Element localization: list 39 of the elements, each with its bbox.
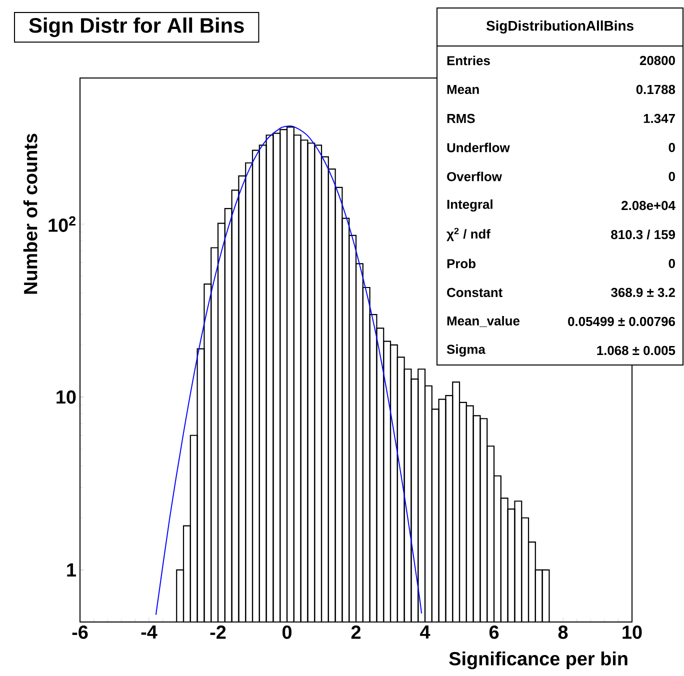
annotation: Mean_value <box>447 316 520 327</box>
annotation: Overflow <box>447 172 502 182</box>
text: 0.1788 <box>636 84 676 94</box>
chart-title: Sign Distr for All Bins <box>29 17 244 38</box>
annotation: RMS <box>447 114 475 124</box>
x-axis-title: Significance per bin <box>449 652 628 670</box>
y-tick-label: 10$^{2}$ <box>48 216 76 232</box>
text: 0 <box>668 172 675 182</box>
annotation: 0.05499 ± 0.00796 <box>568 316 675 326</box>
x-tick-label: -2 <box>210 626 226 639</box>
annotation: Sigma <box>446 344 486 357</box>
annotation: 810.3 / 159 <box>611 230 675 240</box>
annotation: 2.08e+04 <box>622 200 676 210</box>
x-tick-label: 10 <box>622 626 642 639</box>
annotation: 1.068 ± 0.005 <box>597 346 676 356</box>
y-tick-label: 10 <box>56 390 76 404</box>
annotation: Constant <box>447 288 502 298</box>
annotation: Mean <box>447 84 479 94</box>
x-tick-label: 0 <box>282 626 292 639</box>
x-tick-label: -6 <box>72 626 88 639</box>
y-tick-label: 1 <box>67 563 76 576</box>
x-tick-label: 4 <box>420 626 430 639</box>
text: Entries <box>447 56 490 66</box>
line-series <box>155 126 422 616</box>
x-tick-label: 8 <box>558 626 568 639</box>
annotation: Prob <box>447 258 476 268</box>
annotation: Integral <box>447 199 492 212</box>
x-tick-label: 6 <box>489 626 499 639</box>
y-axis-title: Number of counts <box>23 134 38 294</box>
annotation: 368.9 ± 3.2 <box>611 288 675 298</box>
x-tick-label: -4 <box>141 626 158 639</box>
annotation: χ$^{2}$ / ndf <box>446 228 490 242</box>
text: 20800 <box>640 56 675 66</box>
text: 1.347 <box>644 114 675 124</box>
text: SigDistributionAllBins <box>486 20 634 34</box>
text: 0 <box>668 258 675 268</box>
annotation: Underflow <box>447 142 510 152</box>
x-tick-label: 2 <box>351 626 361 639</box>
text: 0 <box>668 142 675 152</box>
